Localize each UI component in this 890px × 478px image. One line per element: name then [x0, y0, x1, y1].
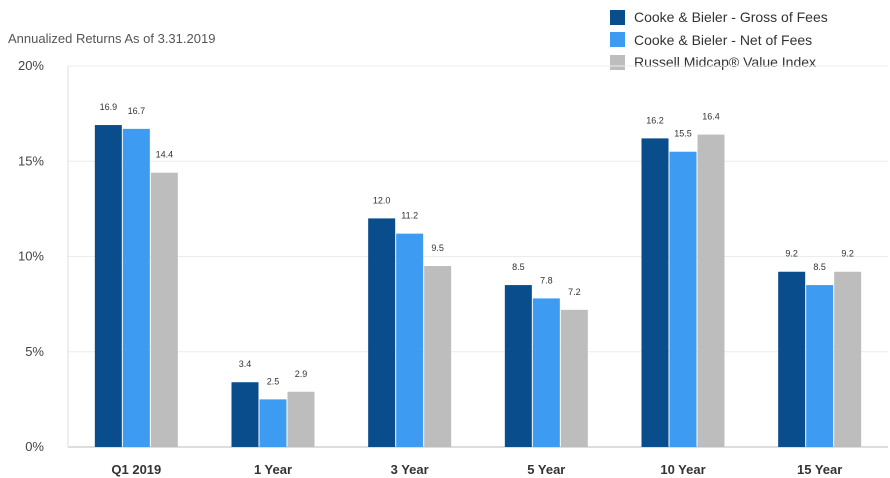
bar: [532, 298, 560, 447]
bar: [396, 233, 424, 447]
data-label: 15.5: [674, 129, 692, 139]
data-label: 7.8: [540, 275, 553, 285]
data-label: 2.5: [267, 376, 280, 386]
data-label: 11.2: [401, 211, 418, 221]
legend-item-gross: Cooke & Bieler - Gross of Fees: [610, 6, 828, 29]
bar: [504, 285, 532, 447]
bar: [641, 138, 669, 447]
bar: [122, 128, 150, 448]
data-label: 9.5: [431, 243, 444, 253]
y-tick-label: 0%: [25, 439, 44, 454]
data-label: 9.2: [785, 249, 798, 259]
bar: [778, 271, 806, 447]
x-tick-label: 3 Year: [391, 462, 429, 477]
y-tick-label: 20%: [18, 58, 44, 73]
y-tick-label: 10%: [18, 249, 44, 264]
y-tick-label: 5%: [25, 344, 44, 359]
x-tick-label: 5 Year: [527, 462, 565, 477]
x-tick-label: 1 Year: [254, 462, 292, 477]
data-label: 16.2: [646, 115, 664, 125]
x-tick-label: 15 Year: [797, 462, 842, 477]
data-label: 12.0: [373, 195, 391, 205]
bar: [368, 218, 396, 447]
legend-swatch-net: [610, 32, 625, 48]
bar: [94, 125, 122, 448]
data-label: 7.2: [568, 287, 581, 297]
bar: [287, 391, 315, 447]
bar: [424, 266, 452, 447]
y-tick-label: 15%: [18, 153, 44, 168]
bar: [231, 382, 259, 447]
bar: [259, 399, 287, 447]
data-label: 16.9: [100, 102, 118, 112]
data-label: 2.9: [295, 369, 308, 379]
bar: [834, 271, 862, 447]
data-label: 14.4: [156, 150, 174, 160]
legend-item-net: Cooke & Bieler - Net of Fees: [610, 29, 828, 52]
bar: [150, 172, 178, 447]
legend-label-net: Cooke & Bieler - Net of Fees: [634, 31, 813, 48]
bar: [669, 151, 697, 447]
x-tick-label: Q1 2019: [111, 462, 161, 477]
bar: [806, 285, 834, 447]
legend-swatch-gross: [610, 9, 625, 25]
bar: [560, 309, 588, 447]
legend-label-gross: Cooke & Bieler - Gross of Fees: [634, 9, 828, 26]
data-label: 8.5: [813, 262, 826, 272]
chart-subtitle: Annualized Returns As of 3.31.2019: [8, 31, 216, 46]
data-label: 16.4: [702, 112, 720, 122]
x-tick-label: 10 Year: [660, 462, 705, 477]
data-label: 3.4: [239, 359, 252, 369]
bar: [697, 134, 725, 447]
data-label: 16.7: [128, 106, 146, 116]
data-label: 9.2: [841, 249, 854, 259]
data-label: 8.5: [512, 262, 525, 272]
